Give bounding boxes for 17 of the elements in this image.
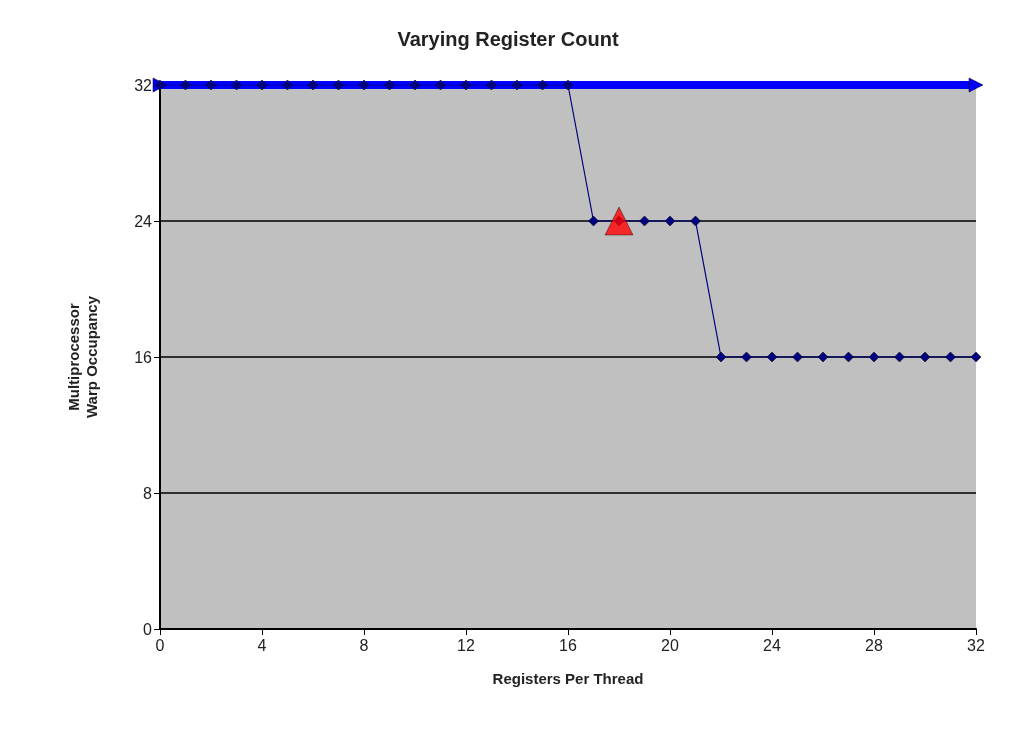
x-tick-label: 32 xyxy=(967,636,985,654)
x-tick-label: 24 xyxy=(763,636,781,654)
x-tick-label: 28 xyxy=(865,636,883,654)
x-tick-label: 8 xyxy=(359,636,369,654)
x-tick-label: 16 xyxy=(559,636,577,654)
x-tick-label: 12 xyxy=(457,636,475,654)
y-tick-label: 8 xyxy=(143,484,153,502)
x-tick-label: 0 xyxy=(155,636,165,654)
chart-title: Varying Register Count xyxy=(397,28,619,50)
y-tick-label: 32 xyxy=(134,76,153,94)
x-tick-label: 4 xyxy=(257,636,267,654)
x-axis-title: Registers Per Thread xyxy=(492,669,644,687)
y-axis-title: Multiprocessor Warp Occupancy xyxy=(64,295,100,418)
y-tick-label: 0 xyxy=(143,620,153,638)
y-tick-label: 24 xyxy=(134,212,153,230)
x-tick-label: 20 xyxy=(661,636,679,654)
y-tick-label: 16 xyxy=(134,348,153,366)
